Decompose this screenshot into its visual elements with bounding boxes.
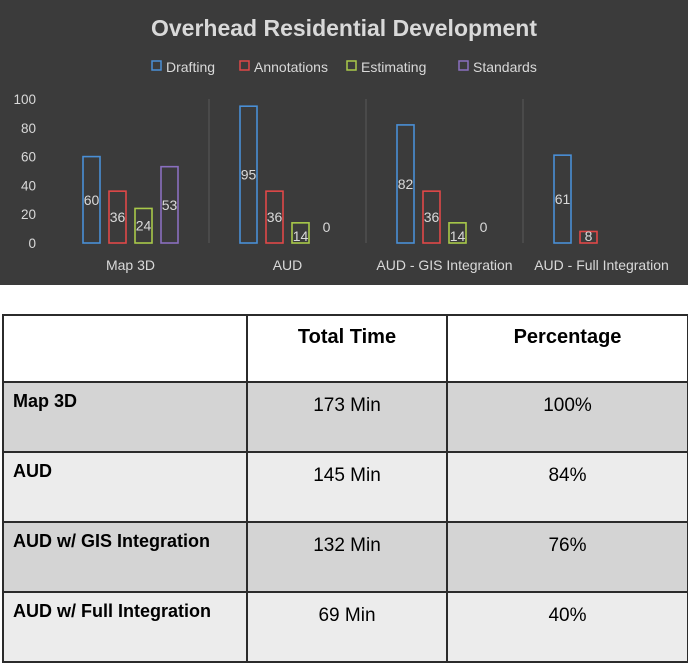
- y-tick-label: 60: [21, 150, 36, 165]
- data-label: 36: [424, 209, 440, 225]
- x-category-label: AUD - GIS Integration: [376, 257, 512, 273]
- y-tick-label: 40: [21, 178, 36, 193]
- data-label: 24: [136, 218, 152, 234]
- bar-drafting: [239, 105, 258, 244]
- x-category-label: Map 3D: [106, 257, 155, 273]
- row-label: AUD w/ GIS Integration: [2, 521, 248, 593]
- data-label: 0: [323, 219, 331, 235]
- x-category-label: AUD - Full Integration: [534, 257, 669, 273]
- table-row: AUD w/ Full Integration 69 Min 40%: [2, 591, 688, 663]
- table-header-blank: [2, 314, 248, 383]
- table-row: AUD 145 Min 84%: [2, 451, 688, 523]
- legend-swatch-standards: [458, 60, 469, 71]
- bar-estimating: [291, 222, 310, 244]
- y-tick-label: 20: [21, 207, 36, 222]
- table-header-percentage: Percentage: [446, 314, 688, 383]
- percentage-cell: 76%: [446, 521, 688, 593]
- legend-label-drafting: Drafting: [166, 59, 215, 75]
- data-label: 53: [162, 197, 178, 213]
- chart-panel: Overhead Residential Development Draftin…: [0, 0, 688, 285]
- y-tick-label: 80: [21, 121, 36, 136]
- bar-annotations: [579, 230, 598, 244]
- percentage-cell: 84%: [446, 451, 688, 523]
- bar-drafting: [553, 154, 572, 244]
- legend-label-annotations: Annotations: [254, 59, 328, 75]
- legend-swatch-drafting: [151, 60, 162, 71]
- data-label: 82: [398, 176, 414, 192]
- summary-table: Total Time Percentage Map 3D 173 Min 100…: [2, 314, 688, 663]
- data-label: 14: [450, 228, 466, 244]
- data-label: 14: [293, 228, 309, 244]
- data-label: 8: [585, 228, 593, 244]
- percentage-cell: 100%: [446, 381, 688, 453]
- table-header-total-time: Total Time: [246, 314, 448, 383]
- bar-annotations: [422, 190, 441, 244]
- total-time-cell: 69 Min: [246, 591, 448, 663]
- bar-drafting: [82, 155, 101, 244]
- x-category-label: AUD: [273, 257, 303, 273]
- bar-drafting: [396, 124, 415, 244]
- legend-label-estimating: Estimating: [361, 59, 426, 75]
- bar-estimating: [134, 207, 153, 244]
- chart-legend: Drafting Annotations Estimating Standards: [151, 59, 537, 75]
- row-label: Map 3D: [2, 381, 248, 453]
- chart-data-labels: 60 36 24 53 95 36 14 0 82 36 14 0 61 8: [84, 167, 593, 244]
- y-tick-label: 100: [13, 92, 36, 107]
- total-time-cell: 132 Min: [246, 521, 448, 593]
- bar-standards: [160, 165, 179, 244]
- data-label: 36: [110, 209, 126, 225]
- legend-label-standards: Standards: [473, 59, 537, 75]
- data-label: 36: [267, 209, 283, 225]
- row-label: AUD w/ Full Integration: [2, 591, 248, 663]
- data-label: 61: [555, 191, 571, 207]
- data-label: 95: [241, 167, 257, 183]
- bar-annotations: [265, 190, 284, 244]
- y-tick-label: 0: [28, 236, 36, 251]
- total-time-cell: 173 Min: [246, 381, 448, 453]
- legend-swatch-annotations: [239, 60, 250, 71]
- percentage-cell: 40%: [446, 591, 688, 663]
- table-header-row: Total Time Percentage: [2, 314, 688, 383]
- legend-swatch-estimating: [346, 60, 357, 71]
- chart-grid: [208, 99, 524, 243]
- bar-annotations: [108, 190, 127, 244]
- bar-chart: Overhead Residential Development Draftin…: [0, 0, 688, 285]
- y-axis: 0 20 40 60 80 100: [13, 92, 36, 251]
- bar-estimating: [448, 222, 467, 244]
- data-label: 0: [480, 219, 488, 235]
- chart-title: Overhead Residential Development: [151, 15, 537, 41]
- chart-bars: [82, 105, 598, 244]
- x-axis: Map 3D AUD AUD - GIS Integration AUD - Full…: [106, 257, 669, 273]
- data-label: 60: [84, 192, 100, 208]
- row-label: AUD: [2, 451, 248, 523]
- total-time-cell: 145 Min: [246, 451, 448, 523]
- table-row: AUD w/ GIS Integration 132 Min 76%: [2, 521, 688, 593]
- chart-background: [0, 0, 688, 285]
- table-row: Map 3D 173 Min 100%: [2, 381, 688, 453]
